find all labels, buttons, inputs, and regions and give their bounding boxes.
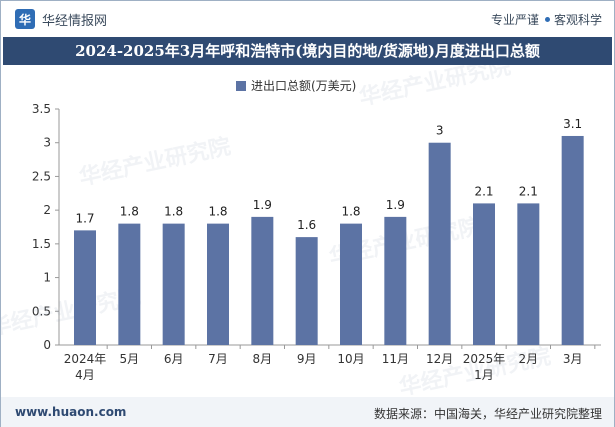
watermark-text: 华经产业研究院 (357, 65, 513, 111)
x-tick-label: 4月 (75, 368, 95, 382)
data-label: 1.8 (120, 205, 139, 219)
data-label: 1.8 (341, 205, 360, 219)
bar (428, 142, 451, 345)
brand-logo-icon: 华 (15, 9, 35, 29)
data-label: 3 (436, 124, 444, 138)
x-tick-label: 3月 (563, 352, 583, 366)
tagline-left: 专业严谨 (490, 13, 539, 27)
footer-url[interactable]: www.huaon.com (15, 405, 127, 419)
x-tick-label: 11月 (382, 352, 409, 366)
bar-chart: 00.511.522.533.5华经产业研究院华经产业研究院华经产业研究院华经产… (1, 65, 601, 395)
data-label: 1.9 (253, 198, 272, 212)
footer: www.huaon.com 数据来源：中国海关，华经产业研究院整理 (1, 397, 614, 427)
data-label: 1.6 (297, 218, 316, 232)
bar (561, 135, 584, 345)
data-label: 2.1 (519, 184, 538, 198)
y-tick-label: 3.5 (32, 102, 51, 116)
legend-label: 进出口总额(万美元) (251, 79, 357, 93)
legend[interactable]: 进出口总额(万美元) (236, 77, 356, 94)
top-bar: 华 华经情报网 专业严谨 客观科学 (1, 1, 614, 37)
x-tick-label: 10月 (337, 352, 364, 366)
bar (384, 216, 407, 345)
data-label: 1.9 (386, 198, 405, 212)
brand-name: 华经情报网 (42, 13, 108, 29)
bar (118, 223, 141, 345)
chart-title: 2024-2025年3月年呼和浩特市(境内目的地/货源地)月度进出口总额 (3, 37, 612, 65)
x-tick-label: 9月 (297, 352, 317, 366)
tagline: 专业严谨 客观科学 (491, 11, 602, 28)
data-label: 1.8 (208, 205, 227, 219)
y-tick-label: 2.5 (32, 169, 51, 183)
bar (473, 203, 495, 345)
footer-source: 数据来源：中国海关，华经产业研究院整理 (373, 407, 602, 421)
tagline-right: 客观科学 (553, 13, 602, 27)
bar (207, 223, 229, 345)
data-label: 1.8 (164, 205, 183, 219)
bar (251, 216, 274, 345)
bar (340, 223, 362, 345)
data-label: 2.1 (474, 184, 493, 198)
bar (162, 223, 185, 345)
dot-icon (544, 17, 550, 22)
y-tick-label: 1.5 (32, 237, 51, 251)
data-label: 1.7 (75, 211, 94, 225)
x-tick-label: 2月 (519, 352, 539, 366)
watermark-text: 华经产业研究院 (77, 133, 233, 190)
x-tick-label: 8月 (253, 352, 273, 366)
y-tick-label: 2 (43, 203, 51, 217)
x-tick-label: 12月 (426, 352, 453, 366)
x-tick-label: 2025年 (463, 352, 506, 366)
x-tick-label: 2024年 (64, 352, 107, 366)
data-label: 3.1 (563, 117, 582, 131)
bar (517, 203, 540, 345)
x-tick-label: 7月 (208, 352, 228, 366)
y-tick-label: 1 (43, 271, 51, 285)
x-tick-label: 6月 (164, 352, 184, 366)
y-tick-label: 0 (43, 338, 51, 352)
bar (295, 237, 318, 345)
bar (74, 230, 96, 345)
y-tick-label: 0.5 (32, 304, 51, 318)
brand[interactable]: 华 华经情报网 (15, 9, 107, 29)
x-tick-label: 5月 (120, 352, 140, 366)
x-tick-label: 1月 (474, 368, 494, 382)
legend-swatch (236, 80, 246, 91)
y-tick-label: 3 (43, 136, 51, 150)
